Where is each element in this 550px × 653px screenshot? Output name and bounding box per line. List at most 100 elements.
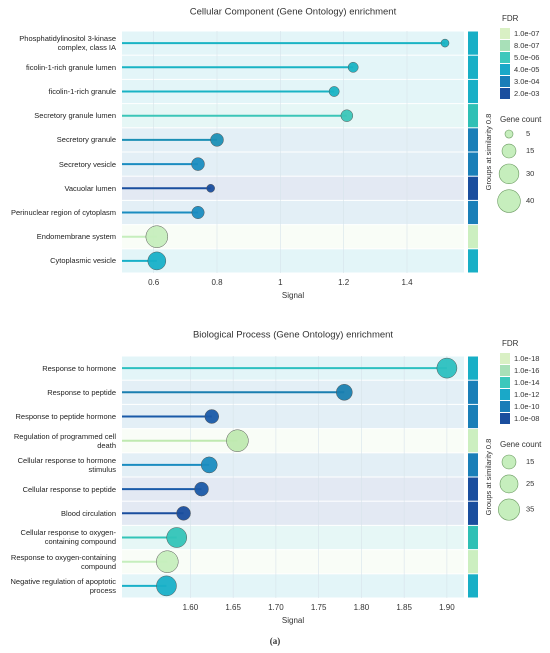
row-label: Secretory granule <box>56 135 116 145</box>
group-label: Groups at similarity 0.8 <box>484 439 493 516</box>
row-label: Response to peptide <box>47 387 116 397</box>
row-band <box>122 249 464 273</box>
dot <box>191 157 205 171</box>
size-label: 30 <box>526 169 534 178</box>
x-tick-label: 1.65 <box>225 603 241 612</box>
row-label-box: Cellular response to oxygen-containing c… <box>20 528 116 547</box>
dot <box>200 456 218 474</box>
row-label-box: Regulation of programmed cell death <box>13 431 116 450</box>
dot <box>204 409 219 424</box>
dot <box>191 206 205 219</box>
group-label: Groups at similarity 0.8 <box>484 114 493 191</box>
size-swatch <box>501 143 517 159</box>
group-block <box>468 429 478 453</box>
row-band <box>122 225 464 249</box>
group-block <box>468 152 478 176</box>
row-label: ficolin-1-rich granule lumen <box>25 62 116 72</box>
dot <box>145 225 169 248</box>
group-block <box>468 176 478 200</box>
fdr-swatch <box>500 377 510 388</box>
row-band <box>122 525 464 550</box>
dot <box>347 61 359 73</box>
fdr-label: 5.0e-06 <box>514 53 539 62</box>
size-label: 15 <box>526 146 534 155</box>
size-label: 35 <box>526 505 534 514</box>
row-band <box>122 574 464 598</box>
row-label: Blood circulation <box>60 508 116 518</box>
x-axis-label: Signal <box>282 616 304 625</box>
x-tick-label: 0.6 <box>148 278 160 287</box>
dot <box>176 506 191 521</box>
row-band <box>122 550 464 574</box>
row-label-box: Secretory granule <box>56 135 116 145</box>
row-band <box>122 501 464 525</box>
row-label-box: ficolin-1-rich granule <box>48 86 116 96</box>
x-tick-label: 1.90 <box>439 603 455 612</box>
size-swatch <box>498 498 520 521</box>
fdr-label: 1.0e-14 <box>514 378 539 387</box>
row-label: Cellular response to oxygen-containing c… <box>20 528 116 547</box>
dot <box>226 429 249 452</box>
fdr-label: 1.0e-18 <box>514 354 539 363</box>
row-label-box: Vacuolar lumen <box>64 184 116 193</box>
size-label: 5 <box>526 129 530 138</box>
row-label: ficolin-1-rich granule <box>48 86 116 96</box>
row-label: Response to peptide hormone <box>15 411 117 421</box>
dot <box>156 550 179 573</box>
fdr-swatch <box>500 88 510 99</box>
row-label: Response to oxygen-containing compound <box>10 552 116 571</box>
dot <box>147 251 167 271</box>
row-label: Cellular response to hormone stimulus <box>17 455 116 474</box>
group-block <box>468 55 478 79</box>
dot <box>436 357 458 379</box>
caption: (a) <box>270 636 281 646</box>
row-band <box>122 128 464 152</box>
dot <box>206 184 215 193</box>
chart-title: Biological Process (Gene Ontology) enric… <box>193 330 393 341</box>
group-block <box>468 404 478 429</box>
group-block <box>468 31 478 55</box>
size-swatch <box>499 474 519 494</box>
x-tick-label: 1 <box>278 278 283 287</box>
fdr-label: 3.0e-04 <box>514 77 539 86</box>
chart-title: Cellular Component (Gene Ontology) enric… <box>190 7 397 18</box>
group-block <box>468 128 478 152</box>
fdr-label: 2.0e-03 <box>514 89 539 98</box>
dot <box>156 575 177 597</box>
row-band <box>122 429 464 453</box>
fdr-label: 1.0e-16 <box>514 366 539 375</box>
fdr-swatch <box>500 28 510 39</box>
fdr-label: 1.0e-08 <box>514 414 539 423</box>
fdr-label: 1.0e-10 <box>514 402 539 411</box>
group-block <box>468 200 478 225</box>
dot <box>210 133 224 147</box>
row-label-box: Response to oxygen-containing compound <box>10 552 116 571</box>
row-label: Negative regulation of apoptotic process <box>10 576 117 595</box>
fdr-swatch <box>500 76 510 87</box>
fdr-swatch <box>500 413 510 424</box>
row-band <box>122 200 464 225</box>
group-block <box>468 550 478 574</box>
size-label: 40 <box>526 196 534 205</box>
fdr-label: 4.0e-05 <box>514 65 539 74</box>
group-block <box>468 225 478 249</box>
size-label: 15 <box>526 457 534 466</box>
row-label: Cytoplasmic vesicle <box>50 256 116 266</box>
x-tick-label: 1.4 <box>401 278 413 287</box>
row-label-box: Secretory vesicle <box>59 160 116 169</box>
x-tick-label: 1.85 <box>396 603 412 612</box>
row-label: Regulation of programmed cell death <box>13 431 116 450</box>
group-block <box>468 501 478 525</box>
row-label: Phosphatidylinositol 3-kinase complex, c… <box>19 34 116 53</box>
size-swatch <box>501 454 517 470</box>
x-tick-label: 1.75 <box>311 603 327 612</box>
row-label-box: Endomembrane system <box>37 232 116 241</box>
x-axis-label: Signal <box>282 291 304 300</box>
row-label-box: Cellular response to peptide <box>23 485 116 494</box>
row-band <box>122 176 464 200</box>
row-label-box: Response to hormone <box>42 364 116 373</box>
fdr-label: 1.0e-12 <box>514 390 539 399</box>
x-tick-label: 1.80 <box>354 603 370 612</box>
group-block <box>468 79 478 104</box>
